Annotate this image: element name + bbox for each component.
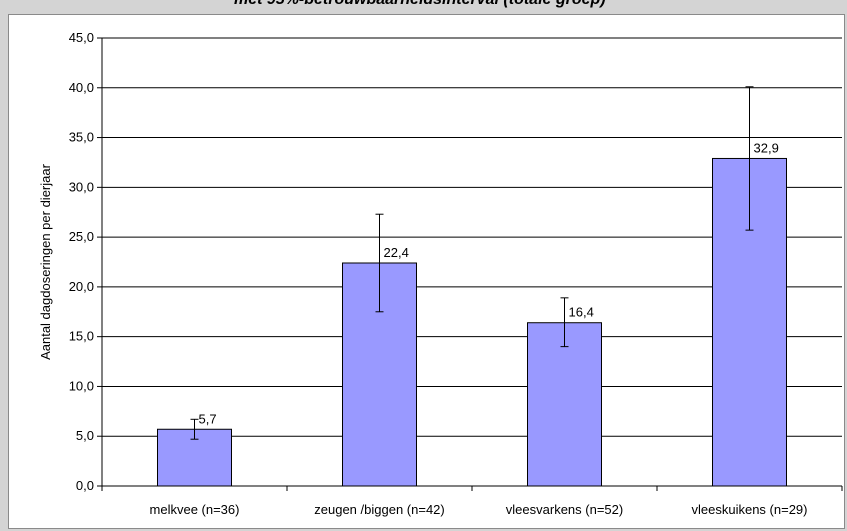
x-tick-label: melkvee (n=36)	[150, 502, 240, 517]
bar	[527, 322, 602, 487]
data-label: 16,4	[569, 305, 594, 320]
x-tick-label: vleesvarkens (n=52)	[506, 502, 623, 517]
y-axis-label: Aantal dagdoseringen per dierjaar	[38, 163, 53, 360]
y-tick-label: 15,0	[69, 329, 94, 344]
y-tick-label: 35,0	[69, 130, 94, 145]
y-tick-label: 5,0	[76, 428, 94, 443]
x-tick-label: vleeskuikens (n=29)	[692, 502, 808, 517]
y-tick-label: 30,0	[69, 179, 94, 194]
chart-title: met 95%-betrouwbaarheidsinterval (totale…	[234, 0, 606, 9]
y-tick-label: 20,0	[69, 279, 94, 294]
y-tick-label: 10,0	[69, 378, 94, 393]
chart-frame	[8, 14, 845, 529]
chart-title-bar: met 95%-betrouwbaarheidsinterval (totale…	[226, 0, 847, 12]
y-tick-label: 45,0	[69, 30, 94, 45]
y-tick-label: 40,0	[69, 80, 94, 95]
y-tick-label: 25,0	[69, 229, 94, 244]
data-label: 5,7	[199, 411, 217, 426]
y-tick-label: 0,0	[76, 478, 94, 493]
data-label: 32,9	[754, 140, 779, 155]
data-label: 22,4	[384, 245, 409, 260]
x-tick-label: zeugen /biggen (n=42)	[314, 502, 444, 517]
